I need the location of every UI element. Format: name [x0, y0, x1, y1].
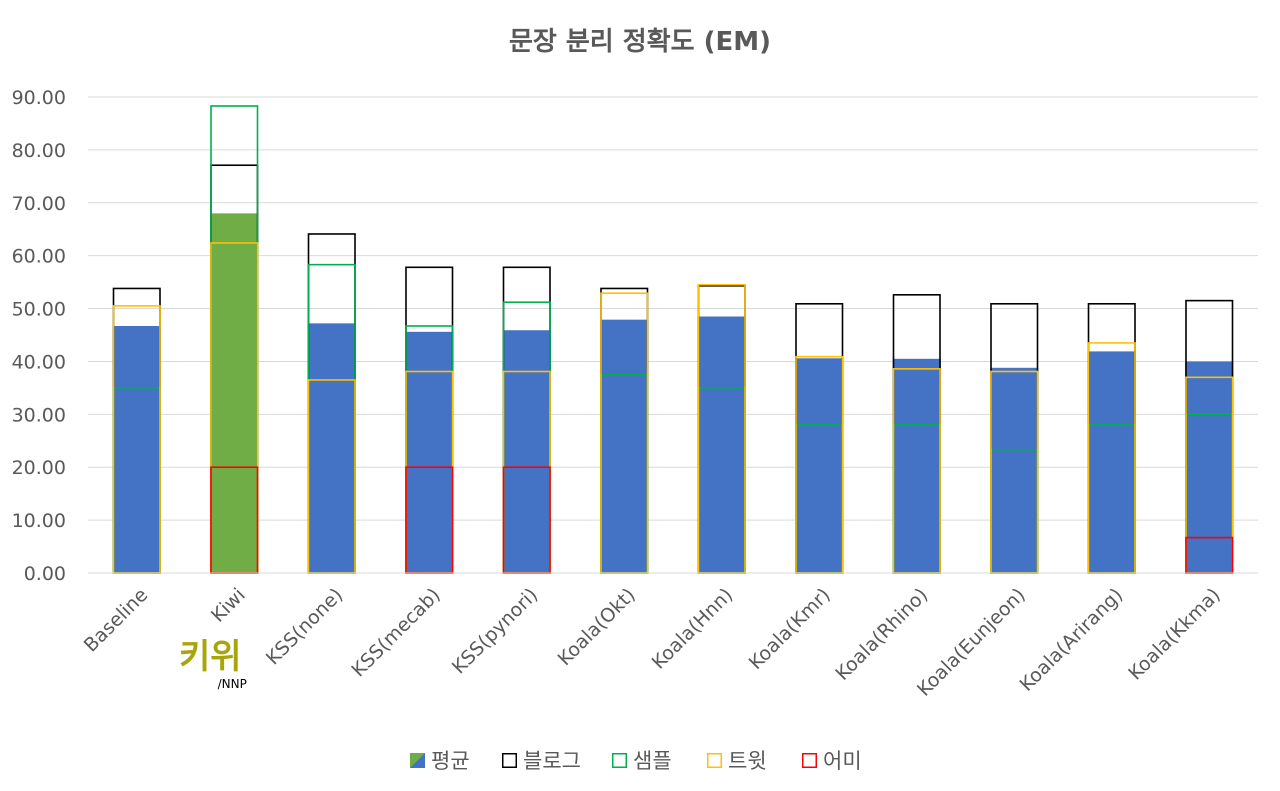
bar-group	[112, 287, 161, 574]
legend-label: 블로그	[523, 749, 581, 773]
x-tick-label: Koala(Kkma)	[1124, 584, 1225, 685]
x-tick-label: Koala(Arirang)	[1015, 584, 1127, 696]
bar-group	[990, 302, 1039, 574]
y-axis-tick-labels: 0.00 10.00 20.00 30.00 40.00 50.00 60.00 70.00 8…	[12, 87, 66, 585]
bars	[88, 105, 1258, 574]
legend-item: 어미	[802, 749, 862, 773]
y-tick-label: 80.00	[12, 140, 66, 162]
bar-average	[307, 323, 356, 573]
y-tick-label: 50.00	[12, 299, 66, 321]
legend-swatch	[612, 753, 627, 768]
bar-average	[405, 331, 454, 573]
chart-title: 문장 분리 정확도 (EM)	[509, 27, 771, 57]
legend-item: 블로그	[502, 749, 581, 773]
kiwi-logo-text: 키위	[179, 637, 242, 677]
y-tick-label: 10.00	[12, 510, 66, 532]
bar-group	[210, 105, 259, 574]
legend-item: 샘플	[612, 749, 672, 773]
bar-average	[210, 213, 259, 573]
y-tick-label: 30.00	[12, 404, 66, 426]
legend-swatch	[502, 753, 517, 768]
legend-item: 트윗	[707, 749, 767, 773]
legend-label: 어미	[823, 749, 862, 773]
bar-group	[1087, 302, 1136, 574]
y-tick-label: 40.00	[12, 351, 66, 373]
grid-lines	[88, 96, 1258, 574]
bar-group	[892, 294, 941, 574]
bar-average	[697, 316, 746, 573]
x-tick-label: KSS(pynori)	[448, 584, 542, 678]
x-tick-label: Koala(Hnn)	[648, 584, 738, 674]
kiwi-logo-subtext: /NNP	[218, 677, 247, 691]
x-tick-label: KSS(mecab)	[347, 584, 444, 681]
kiwi-logo: 키위/NNP	[179, 637, 247, 691]
bar-average	[1087, 351, 1136, 573]
bar-group	[795, 302, 844, 574]
legend-swatch	[802, 753, 817, 768]
legend-label: 트윗	[728, 749, 767, 773]
x-tick-label: Koala(Eunjeon)	[913, 584, 1030, 701]
y-tick-label: 20.00	[12, 457, 66, 479]
x-tick-label: Koala(Rhino)	[831, 584, 932, 685]
bar-group	[405, 266, 454, 574]
x-axis-tick-labels: Baseline Kiwi KSS(none) KSS(mecab) KSS(pynor…	[80, 584, 1225, 701]
x-tick-label: KSS(none)	[262, 584, 347, 669]
y-tick-label: 0.00	[24, 563, 66, 585]
bar-group	[502, 266, 551, 574]
bar-group	[600, 287, 649, 574]
x-tick-label: Baseline	[80, 584, 153, 657]
legend-swatch	[707, 753, 722, 768]
legend: 평균 블로그 샘플 트윗 어미	[410, 749, 862, 773]
bar-group	[1185, 299, 1234, 574]
y-tick-label: 70.00	[12, 193, 66, 215]
legend-label: 샘플	[633, 749, 672, 773]
legend-swatch-half	[410, 753, 425, 768]
y-tick-label: 60.00	[12, 246, 66, 268]
x-tick-label: Koala(Kmr)	[745, 584, 835, 674]
y-tick-label: 90.00	[12, 87, 66, 109]
bar-group	[697, 283, 746, 574]
bar-average	[600, 319, 649, 573]
x-tick-label: Kiwi	[207, 584, 250, 627]
legend-item: 평균	[410, 749, 470, 773]
x-tick-label: Koala(Okt)	[554, 584, 640, 670]
bar-average	[112, 326, 161, 573]
bar-average	[502, 330, 551, 573]
legend-label: 평균	[431, 749, 470, 773]
bar-average	[990, 367, 1039, 573]
bar-group	[307, 233, 356, 574]
bar-average	[1185, 361, 1234, 573]
bar-average	[892, 358, 941, 573]
bar-average	[795, 358, 844, 573]
